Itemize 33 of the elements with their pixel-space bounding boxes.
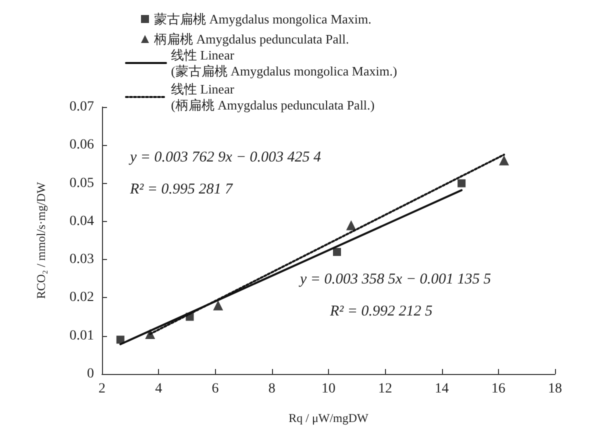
y-tick-label: 0.04 <box>70 214 94 229</box>
x-tick-label: 14 <box>434 382 449 396</box>
point <box>346 220 356 230</box>
annotation: y = 0.003 358 5x − 0.001 135 5 <box>298 272 492 288</box>
legend-label: 线性 Linear (柄扁桃 Amygdalus pedunculata Pall.) <box>171 82 375 112</box>
point <box>213 300 224 310</box>
x-axis-title: Rq / μW/mgDW <box>288 411 370 425</box>
x-tick-label: 12 <box>378 382 392 396</box>
y-tick-label: 0.07 <box>70 100 94 114</box>
legend-label: 蒙古扁桃 Amygdalus mongolica Maxim. <box>154 12 372 26</box>
y-tick-label: 0.01 <box>70 328 94 344</box>
x-tick-label: 18 <box>548 382 562 396</box>
x-tick-label: 2 <box>98 382 106 396</box>
annotation: R² = 0.992 212 5 <box>329 304 434 320</box>
legend-label: 线性 Linear (蒙古扁桃 Amygdalus mongolica Maxim.) <box>171 48 398 78</box>
x-tick-label: 8 <box>268 382 276 396</box>
point <box>332 248 341 256</box>
point <box>499 155 510 166</box>
x-tick-label: 4 <box>155 382 162 396</box>
point <box>116 336 124 344</box>
x-tick-label: 6 <box>212 382 219 396</box>
y-axis-title: RCO₂ / mmol/s·mg/DW <box>34 181 48 299</box>
annotation: R² = 0.995 281 7 <box>129 182 234 198</box>
annotation: y = 0.003 762 9x − 0.003 425 4 <box>128 150 322 166</box>
y-tick-label: 0.02 <box>70 290 94 306</box>
y-tick-label: 0.03 <box>70 252 94 268</box>
x-tick-label: 16 <box>491 382 506 396</box>
x-tick-label: 10 <box>322 382 336 396</box>
point <box>458 179 466 188</box>
y-tick-label: 0.05 <box>70 176 94 191</box>
y-tick-label: 0.06 <box>70 138 94 153</box>
legend-label: 柄扁桃 Amygdalus pedunculata Pall. <box>153 32 349 46</box>
y-tick-label: 0 <box>87 366 94 382</box>
